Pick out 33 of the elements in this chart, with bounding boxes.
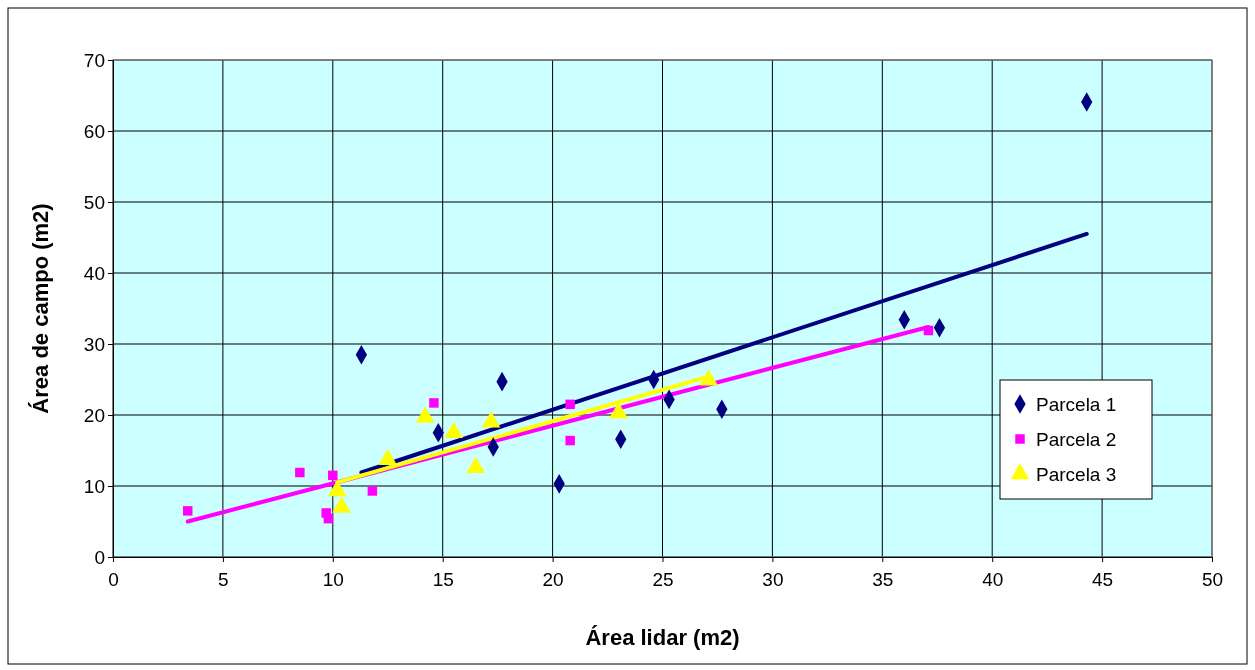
y-tick-label: 40 [83, 262, 105, 284]
point [565, 435, 575, 446]
x-tick-label: 10 [322, 568, 344, 590]
point [295, 467, 305, 478]
y-tick-label: 50 [83, 191, 105, 213]
x-axis-title: Área lidar (m2) [585, 625, 740, 650]
x-tick-label: 30 [762, 568, 784, 590]
point [367, 486, 378, 496]
x-tick-label: 0 [108, 568, 119, 590]
y-tick-label: 60 [83, 120, 105, 142]
legend-label: Parcela 2 [1036, 429, 1117, 450]
point [429, 398, 439, 408]
x-tick-label: 15 [432, 568, 454, 590]
legend-label: Parcela 1 [1036, 394, 1117, 415]
point [923, 325, 934, 336]
y-tick-label: 0 [94, 546, 105, 568]
x-tick-label: 20 [542, 568, 564, 590]
legend-label: Parcela 3 [1036, 464, 1117, 485]
y-tick-label: 30 [83, 333, 105, 355]
x-tick-label: 50 [1201, 568, 1224, 590]
y-tick-label: 20 [83, 404, 105, 426]
point [182, 506, 193, 516]
x-tick-label: 5 [218, 568, 229, 590]
y-tick-label: 10 [83, 475, 105, 497]
x-tick-label: 40 [982, 568, 1004, 590]
y-tick-label: 70 [83, 49, 105, 71]
point [323, 513, 334, 524]
y-axis-title: Área de campo (m2) [28, 203, 53, 414]
x-tick-label: 25 [652, 568, 674, 590]
x-tick-label: 45 [1092, 568, 1114, 590]
point [565, 399, 575, 410]
point [328, 470, 338, 481]
x-tick-label: 35 [872, 568, 894, 590]
